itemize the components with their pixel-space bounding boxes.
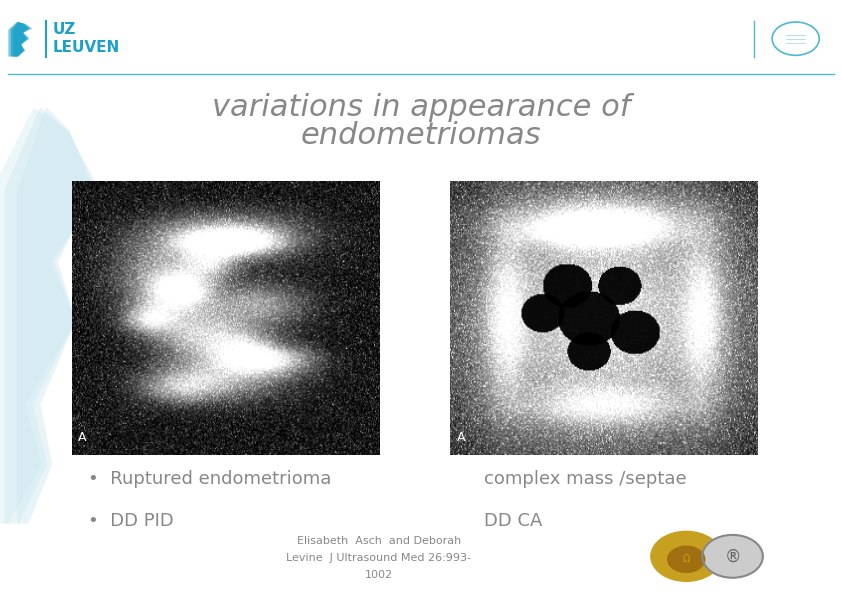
Text: •  DD PID: • DD PID — [88, 512, 174, 530]
Polygon shape — [8, 22, 32, 57]
Text: LEUVEN: LEUVEN — [52, 40, 120, 55]
Polygon shape — [11, 22, 29, 57]
Circle shape — [651, 531, 722, 581]
Text: Levine  J Ultrasound Med 26:993-: Levine J Ultrasound Med 26:993- — [286, 553, 472, 563]
Text: DD CA: DD CA — [484, 512, 542, 530]
Text: Elisabeth  Asch  and Deborah: Elisabeth Asch and Deborah — [296, 537, 461, 546]
Text: A: A — [77, 431, 86, 444]
Circle shape — [668, 546, 705, 572]
Text: ®: ® — [724, 547, 741, 565]
Text: 1002: 1002 — [365, 570, 393, 580]
Text: endometriomas: endometriomas — [301, 121, 541, 150]
Polygon shape — [13, 22, 28, 57]
Text: •  Ruptured endometrioma: • Ruptured endometrioma — [88, 470, 332, 488]
Circle shape — [702, 535, 763, 578]
Text: LUFC: LUFC — [678, 547, 695, 552]
Text: complex mass /septae: complex mass /septae — [484, 470, 687, 488]
Text: A: A — [456, 431, 465, 444]
Polygon shape — [0, 107, 101, 524]
Text: Ω: Ω — [683, 555, 690, 564]
Polygon shape — [4, 107, 98, 524]
Polygon shape — [17, 107, 93, 524]
Text: variations in appearance of: variations in appearance of — [211, 93, 631, 121]
Text: UZ: UZ — [52, 22, 76, 37]
